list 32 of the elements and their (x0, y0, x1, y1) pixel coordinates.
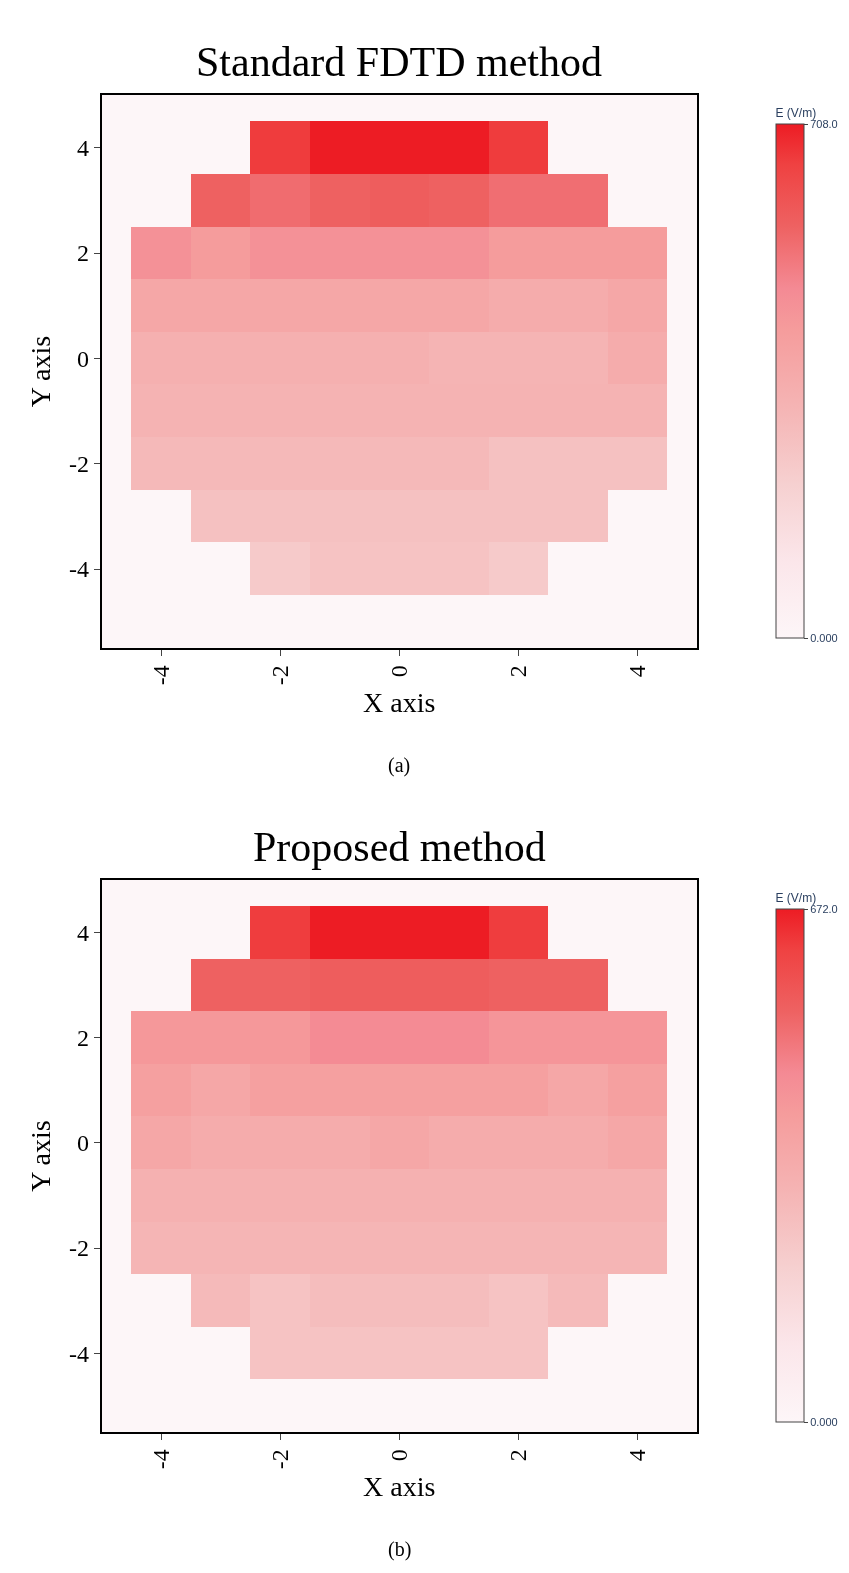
y-tick-label: 0 (76, 345, 89, 372)
y-tick-label: 4 (76, 919, 89, 946)
x-tick-label: -4 (147, 665, 174, 686)
x-tick-label: 0 (386, 665, 413, 678)
y-tick-label: 2 (76, 240, 89, 267)
y-tick-label: 4 (76, 135, 89, 162)
x-tick-label: -2 (266, 665, 293, 686)
y-tick-label: -4 (68, 1340, 89, 1367)
y-tick-label: -4 (68, 556, 89, 583)
y-axis-title: Y axis (25, 335, 57, 408)
color-bar-label: 0.000 (810, 1415, 838, 1428)
x-tick-label: 0 (386, 1449, 413, 1462)
text: (a) (388, 754, 411, 777)
y-tick-label: -2 (68, 451, 89, 478)
y-tick-label: 0 (76, 1130, 89, 1157)
x-tick-label: 2 (505, 665, 532, 678)
chart-title: Standard FDTD method (196, 39, 602, 85)
x-tick-label: -2 (266, 1449, 293, 1470)
x-tick-label: 2 (505, 1449, 532, 1462)
y-tick-label: 2 (76, 1025, 89, 1052)
x-tick-label: -4 (147, 1449, 174, 1470)
x-axis-title: X axis (363, 686, 436, 718)
x-tick-label: 4 (624, 1449, 651, 1462)
text: (b) (388, 1538, 412, 1561)
chart-title: Proposed method (253, 824, 546, 870)
color-bar-title: E (V/m) (775, 890, 817, 905)
x-axis-title: X axis (363, 1470, 436, 1502)
color-bar-title: E (V/m) (775, 105, 817, 120)
y-tick-label: -2 (68, 1235, 89, 1262)
y-axis-title: Y axis (25, 1120, 57, 1192)
color-bar-label: 0.000 (810, 631, 838, 644)
x-tick-label: 4 (624, 665, 651, 678)
